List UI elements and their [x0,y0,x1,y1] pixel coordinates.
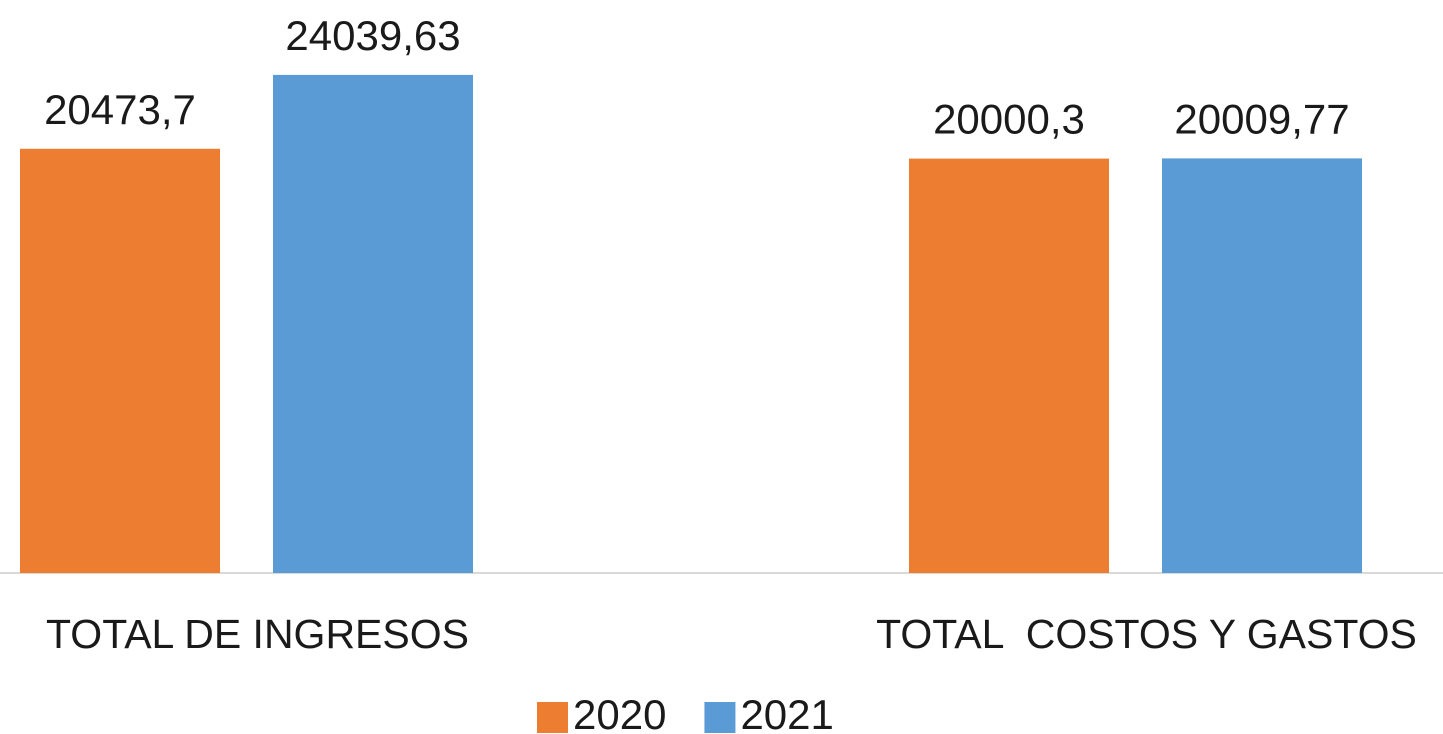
bar [20,148,220,573]
legend-label: 2020 [573,691,666,734]
x-tick-label: TOTAL DE INGRESOS [46,611,469,657]
value-label: 20000,3 [933,96,1085,143]
value-label: 24039,63 [285,12,460,59]
value-label: 20473,7 [44,86,196,133]
value-label: 20009,77 [1174,95,1349,142]
legend-label: 2021 [740,691,833,734]
legend-swatch [704,702,736,733]
bar [909,158,1109,573]
x-tick-label: TOTAL COSTOS Y GASTOS [876,611,1417,657]
bar [273,74,473,573]
legend-swatch [537,702,568,733]
bar [1162,158,1362,573]
